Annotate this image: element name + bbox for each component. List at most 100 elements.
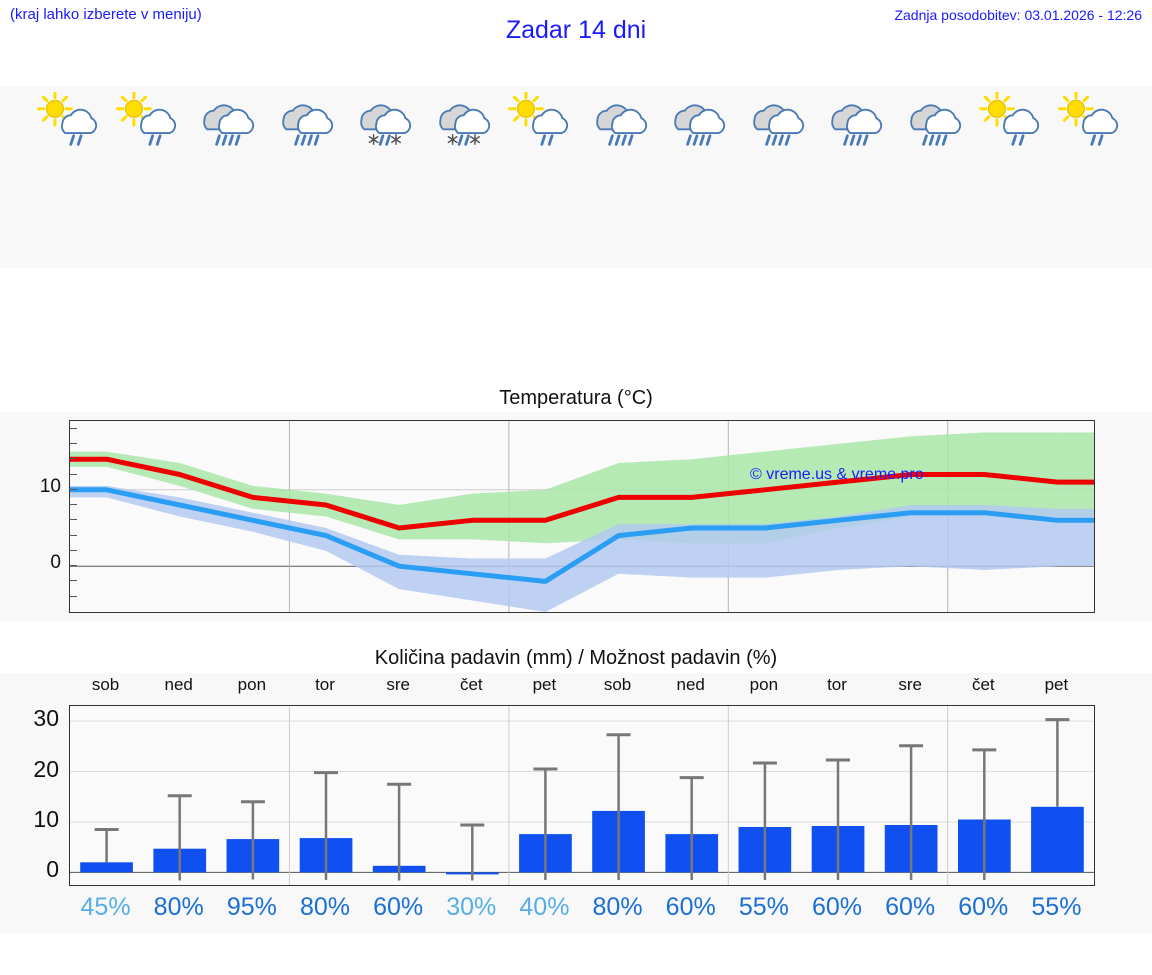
precipitation-day-label: sre — [386, 675, 410, 694]
precipitation-whisker — [314, 771, 338, 880]
last-updated-label: Zadnja posodobitev: 03.01.2026 - 12:26 — [894, 7, 1142, 23]
weather-icon-wrapper — [425, 92, 497, 148]
precipitation-day-label: sob — [603, 675, 632, 694]
temperature-axis-tick — [69, 565, 77, 567]
cloud-rain-icon — [281, 104, 333, 146]
temperature-plot — [69, 420, 1095, 613]
location-menu-note: (kraj lahko izberete v meniju) — [10, 6, 202, 23]
daily-forecast-strip — [0, 86, 1152, 268]
cloud-rain-icon — [674, 104, 726, 146]
precipitation-probability-row: 45% 80% 95% 80% 60% 30% 40% 80% 60% 55% 60% 60% 60% 5… — [0, 893, 1152, 933]
temperature-axis-tick — [69, 458, 77, 460]
temperature-svg — [70, 421, 1094, 612]
cloud-rain-icon — [831, 104, 883, 146]
precipitation-y-tick-label: 20 — [33, 755, 59, 782]
precipitation-probability-label: 60% — [811, 893, 863, 921]
temperature-axis-tick — [69, 549, 77, 551]
precipitation-day-label: ned — [164, 675, 193, 694]
rain-snow-mix — [447, 134, 480, 146]
precipitation-probability-label: 40% — [519, 893, 570, 921]
rain-drops — [1090, 134, 1104, 146]
day-cell[interactable] — [814, 86, 893, 268]
precipitation-y-tick-label: 10 — [33, 805, 59, 832]
precipitation-bar — [80, 862, 133, 873]
rain-snow-mix — [368, 134, 402, 146]
precipitation-whisker — [606, 733, 631, 880]
cloud-rain-snow-icon — [360, 104, 412, 146]
day-cell[interactable] — [500, 86, 579, 268]
precipitation-probability-label: 60% — [885, 893, 936, 921]
precipitation-svg — [70, 706, 1094, 885]
temperature-y-tick-label: 0 — [50, 552, 61, 574]
precipitation-whisker — [972, 748, 997, 880]
weather-icon-wrapper — [346, 92, 418, 148]
page-title: Zadar 14 dni — [505, 16, 647, 44]
day-cell[interactable] — [579, 86, 658, 268]
precipitation-day-label: pet — [532, 675, 557, 694]
weather-icon-wrapper — [32, 92, 104, 148]
rain-drops — [148, 134, 162, 146]
temperature-band-0 — [70, 432, 1094, 544]
precipitation-probability-label: 80% — [299, 893, 351, 921]
precipitation-probability-label: 95% — [226, 893, 277, 921]
precipitation-plot — [69, 705, 1095, 886]
rain-drops — [293, 134, 320, 146]
cloud-rain-icon — [909, 104, 961, 146]
sun-cloud-rain-icon — [508, 92, 569, 146]
day-cell[interactable] — [736, 86, 815, 268]
precipitation-y-tick-label: 0 — [46, 856, 59, 883]
day-cell[interactable] — [1050, 86, 1129, 268]
precipitation-day-label: ned — [676, 675, 705, 694]
temperature-axis-tick — [69, 488, 77, 490]
copyright-label: © vreme.us & vreme.pro — [750, 466, 924, 483]
day-cell[interactable] — [29, 86, 108, 268]
precipitation-bar — [1031, 806, 1084, 873]
precipitation-whisker — [899, 744, 924, 880]
rain-drops — [215, 134, 241, 146]
day-cell[interactable] — [265, 86, 344, 268]
day-cell[interactable] — [186, 86, 265, 268]
day-cell[interactable] — [343, 86, 422, 268]
temperature-chart-title: Temperatura (°C) — [499, 387, 653, 409]
weather-icon-wrapper — [1053, 92, 1125, 148]
day-cell[interactable] — [893, 86, 972, 268]
cloud-rain-icon — [203, 104, 255, 146]
rain-drops — [686, 134, 712, 146]
precipitation-probability-label: 60% — [373, 893, 424, 921]
day-cell[interactable] — [422, 86, 501, 268]
day-cell[interactable] — [108, 86, 187, 268]
temperature-axis-tick — [69, 427, 77, 429]
weather-icon-wrapper — [503, 92, 575, 148]
precipitation-day-label: sob — [91, 675, 120, 694]
precipitation-chart-title: Količina padavin (mm) / Možnost padavin … — [374, 647, 778, 669]
temperature-axis-tick — [69, 442, 77, 444]
precipitation-whisker — [533, 767, 558, 880]
weather-icon-wrapper — [582, 92, 654, 148]
page-header: (kraj lahko izberete v meniju) Zadar 14 … — [0, 0, 1152, 80]
temperature-axis-tick — [69, 504, 77, 505]
weather-icon-wrapper — [111, 92, 183, 148]
precipitation-probability-label: 30% — [446, 893, 497, 921]
temperature-axis-tick — [69, 534, 77, 536]
precipitation-day-label: tor — [315, 675, 335, 694]
rain-drops — [764, 134, 791, 146]
sun-glyph — [508, 92, 545, 127]
precipitation-day-label: pon — [237, 675, 267, 694]
precipitation-day-label: sre — [898, 675, 922, 694]
day-cell[interactable] — [971, 86, 1050, 268]
precipitation-y-tick-label: 30 — [33, 705, 59, 732]
sun-cloud-rain-icon — [115, 92, 176, 146]
temperature-axis-tick — [69, 595, 77, 597]
precipitation-whisker — [167, 794, 192, 881]
precipitation-day-labels: sob ned pon tor sre čet pet sob ned pon tor sre čet p… — [0, 675, 1152, 699]
weather-icon-wrapper — [817, 92, 889, 148]
temperature-line-0 — [70, 456, 1094, 531]
precipitation-probability-label: 45% — [80, 893, 131, 921]
precipitation-day-label: pon — [749, 675, 779, 694]
temperature-line-1 — [70, 487, 1094, 584]
rain-drops — [1011, 134, 1025, 146]
sun-cloud-rain-icon — [37, 92, 98, 146]
day-cell[interactable] — [657, 86, 736, 268]
precipitation-whisker — [1045, 718, 1070, 807]
